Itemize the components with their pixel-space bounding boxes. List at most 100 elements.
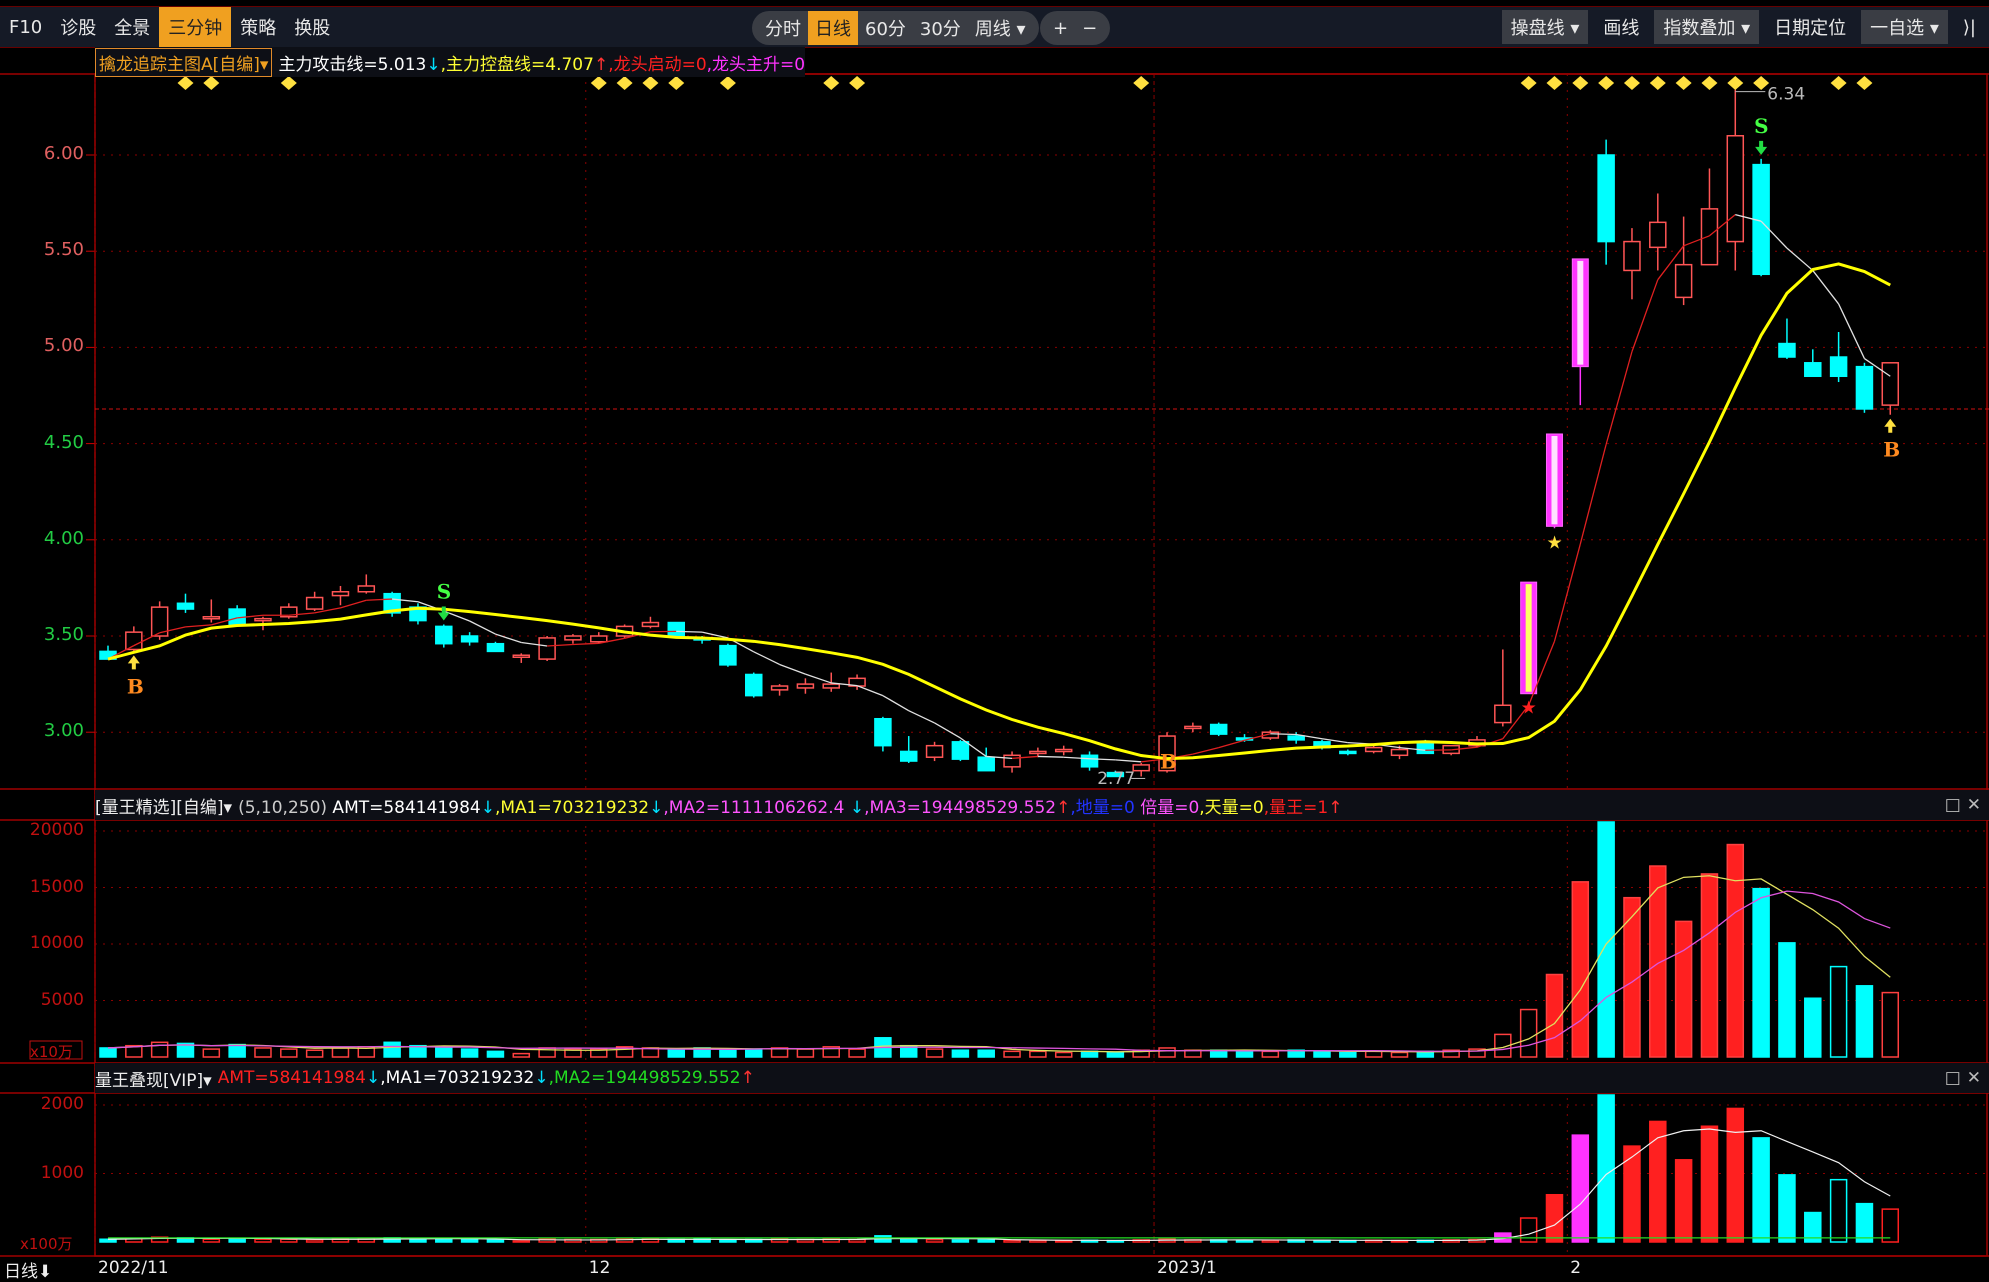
maximize-icon[interactable]: □ xyxy=(1944,795,1961,815)
volume-ma1-line xyxy=(107,875,1891,1053)
candle-highlight xyxy=(1525,584,1532,692)
volume-bar xyxy=(1029,1050,1047,1058)
ma-fast-segment xyxy=(1553,543,1581,642)
period-button-4[interactable]: 周线 ▾ xyxy=(974,19,1026,40)
diamond-signal-icon xyxy=(642,76,659,90)
indicator-value: ↓ xyxy=(649,797,664,818)
ma-fast-segment xyxy=(133,632,160,647)
down-candle xyxy=(1597,154,1615,243)
down-candle xyxy=(874,717,892,747)
amount-bar xyxy=(719,1239,737,1243)
indicator-value: (5,10,250) xyxy=(238,797,328,818)
low-price-label: 2.77 xyxy=(1097,769,1135,789)
ma-fast-segment xyxy=(495,633,522,644)
amount-bar xyxy=(977,1239,995,1243)
amount-bar xyxy=(435,1238,453,1243)
maximize-icon[interactable]: □ xyxy=(1944,1068,1961,1088)
volume-bar xyxy=(1571,881,1590,1058)
volume-bar xyxy=(796,1048,815,1058)
main-indicator-values: 主力攻击线=5.013↓,主力控盘线=4.707↑,龙头启动=0,龙头主升=0 xyxy=(278,50,805,75)
indicator-value: ,龙头启动=0 xyxy=(608,54,707,75)
indicator-value: ,MA1=703219232 xyxy=(494,797,650,818)
buy-signal-label: B xyxy=(1883,438,1900,462)
down-candle xyxy=(745,673,763,697)
volume-bar xyxy=(512,1052,531,1058)
amount-axis-label: 1000 xyxy=(40,1162,84,1183)
volume-bar xyxy=(1494,1033,1512,1058)
ma-fast-segment xyxy=(1089,758,1116,761)
diamond-signal-icon xyxy=(1572,76,1589,90)
main-indicator-dropdown[interactable]: 擒龙追踪主图A[自编]▾ xyxy=(95,47,273,77)
diamond-signal-icon xyxy=(590,76,607,90)
up-candle xyxy=(202,616,221,620)
ma-fast-segment xyxy=(598,637,625,644)
amount-bar xyxy=(460,1238,479,1243)
up-candle xyxy=(1054,748,1073,753)
zoom-button-1[interactable]: − xyxy=(1082,17,1098,39)
tool-button-2[interactable]: 指数叠加 ▾ xyxy=(1654,10,1760,44)
up-candle xyxy=(822,683,840,689)
tool-button-0[interactable]: 操盘线 ▾ xyxy=(1501,10,1589,44)
down-candle xyxy=(1287,735,1305,741)
price-axis-label: 5.50 xyxy=(43,239,84,261)
period-button-2[interactable]: 60分 xyxy=(865,19,906,40)
down-candle xyxy=(719,644,737,666)
up-candle xyxy=(1726,135,1745,243)
period-button-3[interactable]: 30分 xyxy=(919,19,961,40)
toolbar-left: F10 诊股 全景 三分钟 策略 换股 xyxy=(0,7,339,47)
toolbar-button-5[interactable]: 换股 xyxy=(294,18,331,39)
zoom-button-0[interactable]: + xyxy=(1053,17,1069,39)
volume-axis-label: 20000 xyxy=(29,820,84,840)
toolbar-button-3[interactable]: 三分钟 xyxy=(159,7,232,47)
indicator-value: ,MA3=194498529.552 xyxy=(864,797,1057,818)
period-button-0[interactable]: 分时 xyxy=(765,19,801,40)
up-candle xyxy=(1649,221,1667,249)
tool-button-3[interactable]: 日期定位 xyxy=(1774,18,1847,39)
up-candle xyxy=(1003,754,1021,768)
up-candle xyxy=(1261,731,1280,739)
up-candle xyxy=(796,683,815,689)
down-candle xyxy=(951,741,970,760)
tool-button-4[interactable]: 一自选 ▾ xyxy=(1861,10,1948,44)
ma-fast-segment xyxy=(753,651,780,666)
amount-bar xyxy=(1235,1239,1254,1243)
diamond-signal-icon xyxy=(1856,76,1873,90)
volume-indicator-dropdown[interactable]: [量王精选][自编]▾ xyxy=(95,797,233,818)
candle-highlight xyxy=(1577,260,1584,365)
toolbar-button-4[interactable]: 策略 xyxy=(240,18,277,39)
close-icon[interactable]: ✕ xyxy=(1966,795,1981,815)
volume-bar xyxy=(1054,1051,1073,1058)
ma-fast-segment xyxy=(1012,755,1038,760)
ma-fast-segment xyxy=(908,710,935,724)
period-label[interactable]: 日线⬇ xyxy=(4,1262,53,1282)
diamond-signal-icon xyxy=(1598,76,1615,90)
indicator-value: ↓ xyxy=(480,797,495,818)
amount-ma1-line xyxy=(107,1128,1891,1242)
volume-bar xyxy=(1519,1008,1538,1058)
ma-fast-segment xyxy=(986,755,1013,760)
amount-indicator-dropdown[interactable]: 量王叠现[VIP]▾ xyxy=(95,1070,212,1091)
tool-button-1[interactable]: 画线 xyxy=(1603,18,1640,39)
indicator-value: AMT=584141984 xyxy=(327,797,481,818)
indicator-value: ,地量=0 xyxy=(1070,797,1135,818)
date-label: 2023/1 xyxy=(1157,1258,1217,1278)
amount-bar xyxy=(951,1239,970,1243)
sell-signal-label: S xyxy=(1754,114,1768,138)
toolbar-button-2[interactable]: 全景 xyxy=(114,18,151,39)
volume-unit-box xyxy=(29,1040,83,1060)
diamond-signal-icon xyxy=(616,76,633,90)
up-candle xyxy=(150,606,169,637)
amount-bar xyxy=(305,1239,324,1243)
period-button-1[interactable]: 日线 xyxy=(808,11,858,45)
price-axis-label: 5.00 xyxy=(43,335,84,357)
volume-indicator-header: [量王精选][自编]▾ (5,10,250) AMT=584141984↓,MA… xyxy=(95,790,1989,820)
diamond-signal-icon xyxy=(280,76,297,90)
tool-button-5[interactable]: ⟩| xyxy=(1962,16,1976,38)
indicator-value: ,量王=1 xyxy=(1263,797,1329,818)
toolbar-button-1[interactable]: 诊股 xyxy=(60,18,97,39)
volume-bar xyxy=(99,1047,117,1058)
up-candle xyxy=(280,606,298,618)
toolbar-button-0[interactable]: F10 xyxy=(9,16,43,38)
close-icon[interactable]: ✕ xyxy=(1966,1068,1981,1088)
volume-pane-buttons: □ ✕ xyxy=(1945,795,1981,815)
